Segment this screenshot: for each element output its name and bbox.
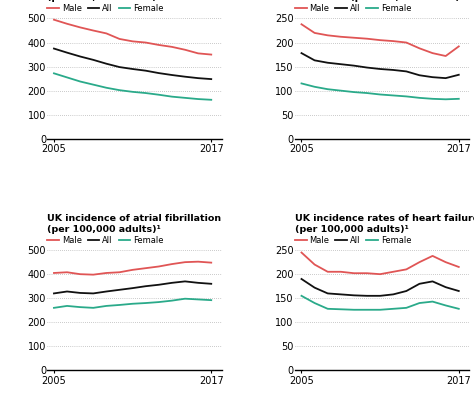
Text: UK incidence of myocardial
infarction (per 100,000 adults)¹: UK incidence of myocardial infarction (p…	[295, 0, 464, 2]
Legend: Male, All, Female: Male, All, Female	[47, 4, 164, 13]
Text: UK incidence of IHD
(per 100,000 adults)¹: UK incidence of IHD (per 100,000 adults)…	[47, 0, 161, 2]
Legend: Male, All, Female: Male, All, Female	[295, 4, 411, 13]
Legend: Male, All, Female: Male, All, Female	[295, 236, 411, 245]
Legend: Male, All, Female: Male, All, Female	[47, 236, 164, 245]
Text: UK incidence of atrial fibrillation
(per 100,000 adults)¹: UK incidence of atrial fibrillation (per…	[47, 214, 221, 234]
Text: UK incidence rates of heart failure
(per 100,000 adults)¹: UK incidence rates of heart failure (per…	[295, 214, 474, 234]
